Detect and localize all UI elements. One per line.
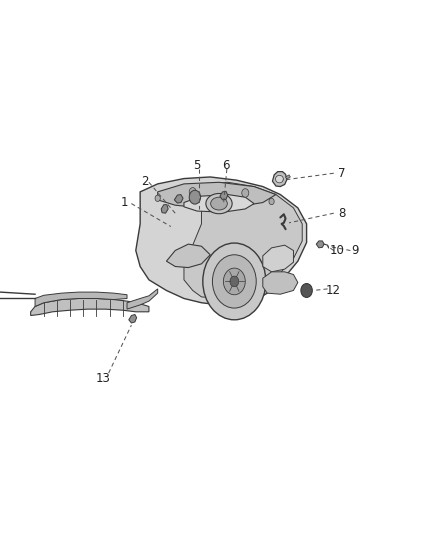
Ellipse shape: [206, 193, 232, 214]
Polygon shape: [35, 292, 127, 306]
Polygon shape: [166, 244, 210, 268]
Circle shape: [230, 276, 239, 287]
Circle shape: [242, 189, 249, 197]
Circle shape: [155, 195, 160, 201]
Polygon shape: [158, 182, 276, 208]
Text: 9: 9: [351, 244, 359, 257]
Text: 12: 12: [325, 284, 340, 297]
Circle shape: [301, 284, 312, 297]
Ellipse shape: [211, 197, 227, 210]
Circle shape: [189, 188, 196, 196]
Text: 2: 2: [141, 175, 148, 188]
Polygon shape: [263, 272, 298, 294]
Circle shape: [223, 268, 245, 295]
Circle shape: [269, 198, 274, 205]
Polygon shape: [136, 177, 307, 305]
Text: 13: 13: [95, 372, 110, 385]
Polygon shape: [220, 191, 228, 200]
Polygon shape: [263, 245, 293, 272]
Polygon shape: [31, 298, 149, 316]
Polygon shape: [161, 205, 168, 213]
Circle shape: [189, 190, 201, 204]
Circle shape: [203, 243, 266, 320]
Polygon shape: [184, 182, 302, 298]
Text: 5: 5: [194, 159, 201, 172]
Text: 7: 7: [338, 167, 346, 180]
Text: 10: 10: [330, 244, 345, 257]
Polygon shape: [184, 195, 254, 212]
Text: 1: 1: [121, 196, 129, 209]
Text: 8: 8: [338, 207, 345, 220]
Ellipse shape: [276, 175, 283, 183]
Polygon shape: [129, 314, 137, 323]
Polygon shape: [316, 241, 324, 248]
Circle shape: [212, 255, 256, 308]
Polygon shape: [272, 172, 287, 187]
Polygon shape: [174, 195, 183, 203]
Polygon shape: [127, 289, 158, 309]
Polygon shape: [286, 175, 290, 179]
Text: 6: 6: [222, 159, 230, 172]
